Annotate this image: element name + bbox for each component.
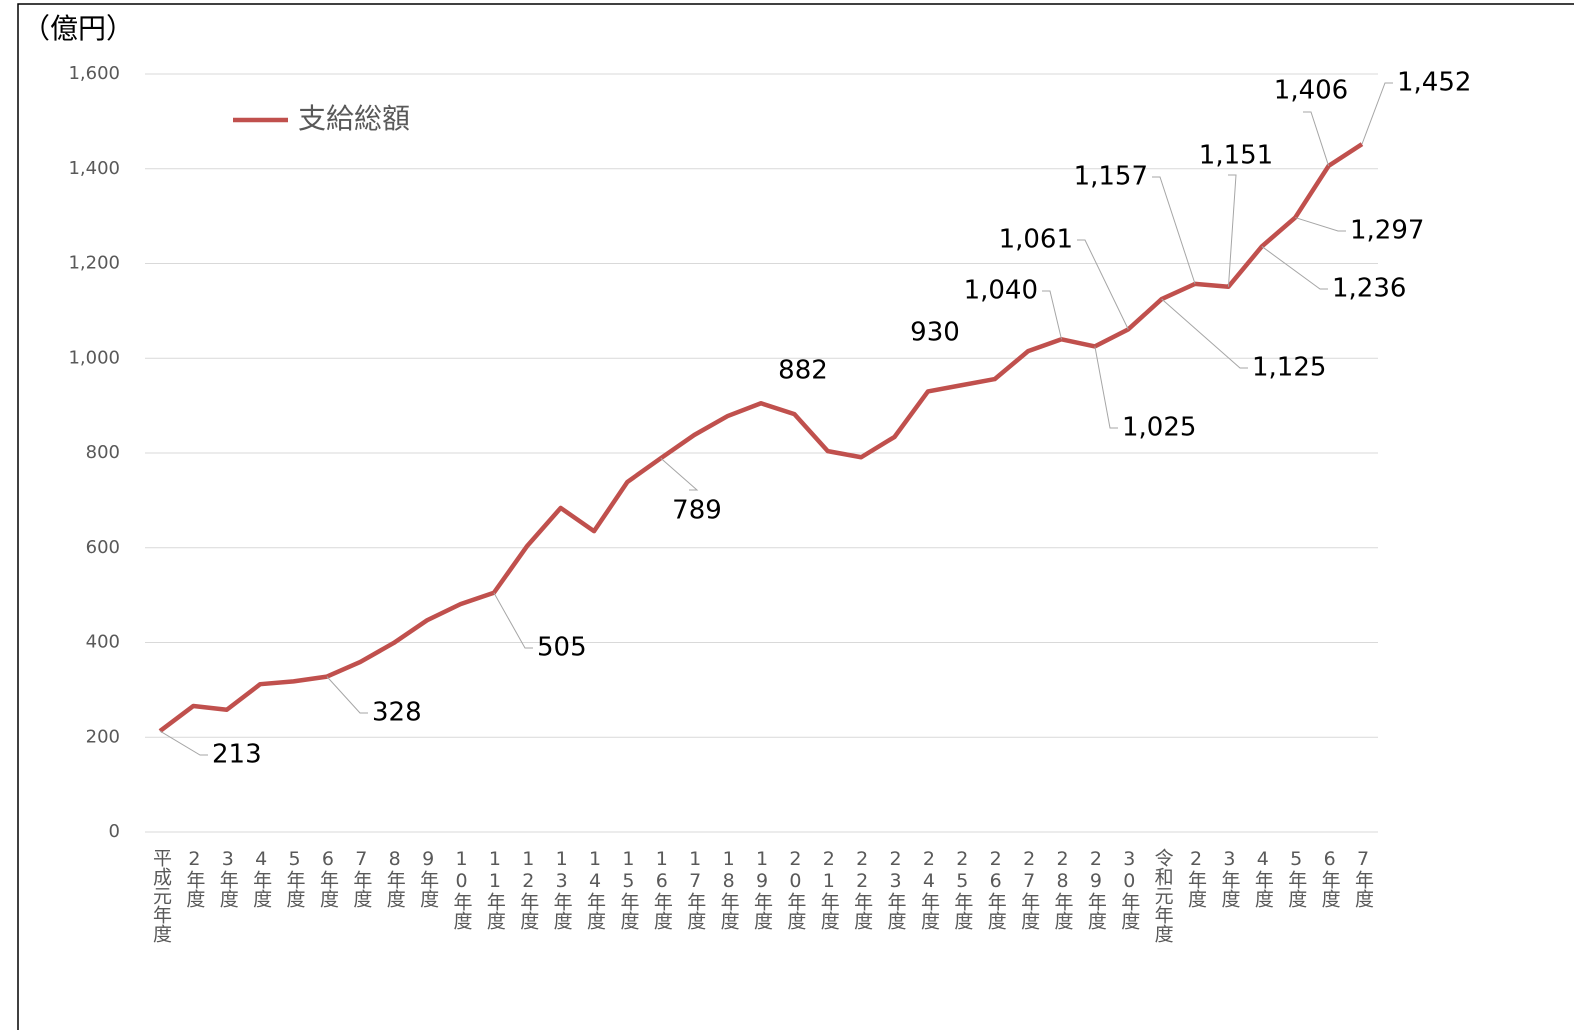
leader-line <box>1152 176 1196 285</box>
x-tick-label: 23年度 <box>884 848 907 930</box>
y-tick-label: 200 <box>86 726 120 747</box>
data-label: 930 <box>910 318 960 348</box>
x-tick-label: 5年度 <box>1285 848 1308 908</box>
x-tick-label: 28年度 <box>1051 848 1074 930</box>
leader-line <box>660 457 699 491</box>
y-tick-label: 400 <box>86 632 120 653</box>
x-tick-label: 25年度 <box>951 848 974 930</box>
leader-line <box>1227 174 1237 287</box>
x-tick-label: 令和元年度 <box>1151 848 1174 943</box>
x-tick-label: 7年度 <box>350 848 373 908</box>
leader-line <box>159 730 208 756</box>
x-tick-label: 16年度 <box>650 848 673 930</box>
x-tick-label: 4年度 <box>250 848 273 908</box>
leader-line <box>1077 239 1129 330</box>
data-label: 1,025 <box>1122 413 1196 443</box>
data-label: 213 <box>212 740 262 770</box>
data-label: 1,452 <box>1397 68 1471 98</box>
x-tick-label: 27年度 <box>1018 848 1041 930</box>
x-tick-label: 9年度 <box>417 848 440 908</box>
y-tick-label: 1,400 <box>68 158 120 179</box>
data-label: 1,406 <box>1274 76 1348 106</box>
x-tick-label: 平成元年度 <box>150 848 172 943</box>
x-tick-label: 11年度 <box>483 848 506 930</box>
data-label: 505 <box>537 633 587 663</box>
frame <box>17 3 1574 1030</box>
x-tick-label: 24年度 <box>917 848 940 930</box>
x-tick-label: 7年度 <box>1352 848 1374 908</box>
leader-line <box>1161 298 1248 369</box>
x-tick-label: 19年度 <box>751 848 773 930</box>
y-tick-label: 1,600 <box>68 63 120 84</box>
y-tick-label: 800 <box>86 442 120 463</box>
x-tick-label: 15年度 <box>617 848 640 930</box>
x-tick-label: 30年度 <box>1118 848 1141 930</box>
x-tick-label: 6年度 <box>316 848 339 908</box>
leader-line <box>1042 290 1062 340</box>
leader-line <box>1361 82 1393 145</box>
x-tick-label: 3年度 <box>1218 848 1241 908</box>
data-label: 882 <box>778 356 828 386</box>
data-label: 1,061 <box>999 225 1073 255</box>
y-tick-label: 1,200 <box>68 253 120 274</box>
leader-line <box>1295 217 1346 232</box>
y-tick-label: 600 <box>86 537 120 558</box>
x-tick-label: 2年度 <box>1185 848 1208 908</box>
x-tick-label: 5年度 <box>283 848 306 908</box>
data-label: 1,297 <box>1350 216 1424 246</box>
data-label: 789 <box>672 496 722 526</box>
x-tick-label: 4年度 <box>1251 848 1274 908</box>
legend-label: 支給総額 <box>298 102 410 135</box>
x-tick-label: 26年度 <box>984 848 1007 930</box>
x-tick-label: 29年度 <box>1084 848 1107 930</box>
leader-line <box>326 676 368 714</box>
data-label: 328 <box>372 698 422 728</box>
leader-line <box>1303 111 1330 167</box>
x-tick-label: 3年度 <box>216 848 239 908</box>
leader-line <box>493 592 533 649</box>
x-tick-label: 2年度 <box>183 848 206 908</box>
x-tick-label: 21年度 <box>817 848 840 930</box>
x-tick-label: 20年度 <box>784 848 807 930</box>
x-tick-label: 18年度 <box>717 848 740 930</box>
data-label: 1,040 <box>964 276 1038 306</box>
data-label: 1,125 <box>1252 353 1326 383</box>
data-label: 1,157 <box>1074 162 1148 192</box>
data-label: 1,236 <box>1332 274 1406 304</box>
x-tick-label: 10年度 <box>450 848 473 930</box>
x-tick-label: 12年度 <box>517 848 540 930</box>
x-tick-label: 14年度 <box>584 848 607 930</box>
leader-line <box>1261 246 1328 290</box>
x-tick-label: 17年度 <box>684 848 707 930</box>
y-tick-label: 1,000 <box>68 347 120 368</box>
y-tick-label: 0 <box>109 821 120 842</box>
data-label: 1,151 <box>1199 141 1273 171</box>
x-tick-label: 8年度 <box>383 848 406 908</box>
x-tick-label: 13年度 <box>550 848 573 930</box>
leader-line <box>1094 346 1118 429</box>
x-tick-label: 22年度 <box>851 848 874 930</box>
x-tick-label: 6年度 <box>1318 848 1341 908</box>
y-axis-label: （億円） <box>22 12 134 45</box>
